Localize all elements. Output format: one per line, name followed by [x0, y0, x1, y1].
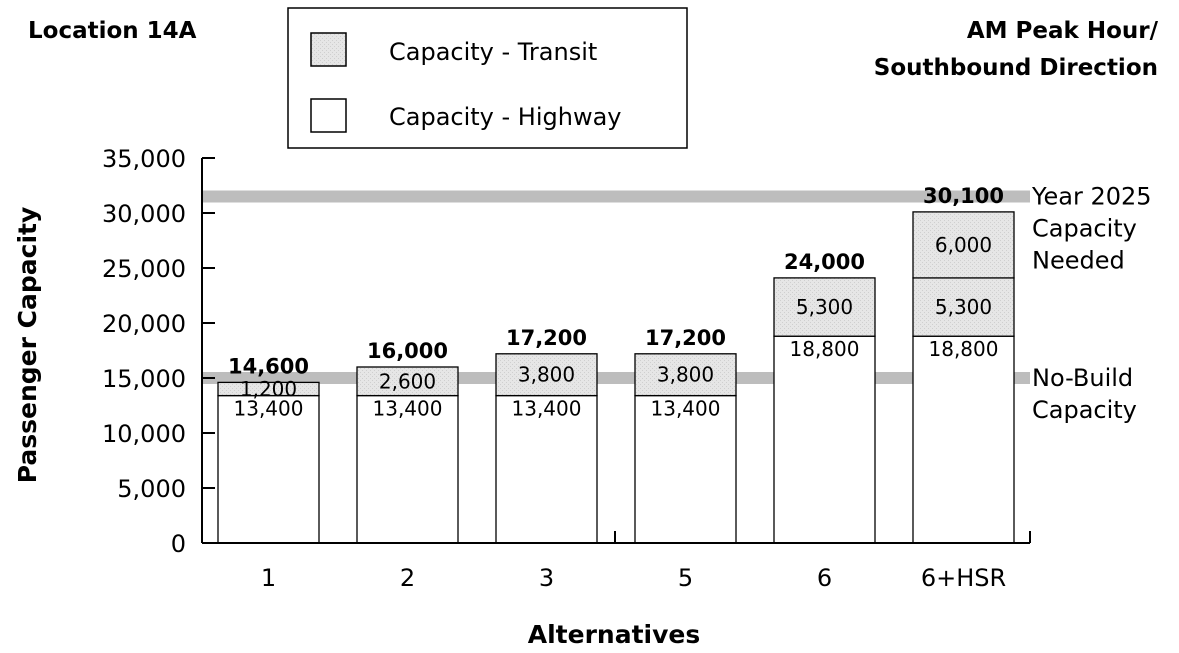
bar-5-segment-2-label: 6,000	[935, 233, 992, 257]
bar-2-segment-0-label: 13,400	[512, 397, 582, 421]
bar-3-total-label: 17,200	[645, 326, 726, 350]
bar-5-segment-0	[912, 335, 1015, 544]
bar-1-segment-1-label: 2,600	[379, 369, 436, 393]
bar-3-segment-0	[634, 394, 737, 544]
bar-5-segment-1	[912, 277, 1015, 337]
bar-5-segment-0-label: 18,800	[929, 337, 999, 361]
legend-label-transit: Capacity - Transit	[389, 38, 597, 66]
y-tick-label-5: 25,000	[102, 255, 186, 283]
y-axis-label: Passenger Capacity	[13, 207, 42, 484]
bar-4-total-label: 24,000	[784, 250, 865, 274]
segment-labels: 13,4001,20014,60013,4002,60016,00013,400…	[228, 184, 1004, 421]
y-tick-label-4: 20,000	[102, 310, 186, 338]
reference-band-0	[202, 190, 1030, 203]
bar-3-segment-0-label: 13,400	[651, 397, 721, 421]
bar-2-total-label: 17,200	[506, 326, 587, 350]
x-tick-label-0: 1	[261, 564, 276, 592]
reference-label-1-line-1: Capacity	[1032, 396, 1137, 424]
bar-0-segment-0	[217, 394, 320, 544]
legend-frame	[287, 7, 688, 149]
reference-label-1-line-0: No-Build	[1032, 364, 1133, 392]
reference-band-1	[202, 372, 1030, 384]
bar-0-segment-1	[217, 381, 320, 397]
bar-1-total-label: 16,000	[367, 339, 448, 363]
reference-label-0-line-1: Capacity	[1032, 215, 1137, 243]
legend: Capacity - Transit Capacity - Highway	[287, 7, 688, 149]
bar-1-segment-0	[356, 394, 459, 544]
bar-4-segment-1	[773, 277, 876, 337]
axes: 0 5,000 10,000 15,000 20,000 25,000 30,000 35,0…	[102, 145, 1031, 592]
x-tick-label-1: 2	[400, 564, 415, 592]
bar-4-segment-0-label: 18,800	[790, 337, 860, 361]
x-axis-label: Alternatives	[528, 620, 700, 649]
y-tick-label-0: 0	[171, 530, 186, 558]
bar-1-segment-0-label: 13,400	[373, 397, 443, 421]
bar-0-segment-0-label: 13,400	[234, 397, 304, 421]
legend-swatch-transit	[310, 32, 347, 67]
y-tick-label-6: 30,000	[102, 200, 186, 228]
legend-swatch-highway	[310, 98, 347, 133]
chart-title-period-line2: Southbound Direction	[874, 55, 1158, 81]
reference-label-0-line-0: Year 2025	[1031, 183, 1152, 211]
x-tick-label-2: 3	[539, 564, 554, 592]
bar-4-segment-0	[773, 335, 876, 544]
y-tick-label-7: 35,000	[102, 145, 186, 173]
chart-title-location: Location 14A	[28, 18, 197, 44]
bar-4-segment-1-label: 5,300	[796, 295, 853, 319]
bar-1-segment-1	[356, 366, 459, 397]
legend-label-highway: Capacity - Highway	[389, 103, 622, 131]
y-tick-label-1: 5,000	[117, 475, 186, 503]
chart-title-period-line1: AM Peak Hour/	[967, 18, 1159, 44]
x-tick-label-4: 6	[817, 564, 832, 592]
bar-5-total-label: 30,100	[923, 184, 1004, 208]
bar-5-segment-2	[912, 211, 1015, 279]
bar-0-segment-1-label: 1,200	[240, 377, 297, 401]
bar-2-segment-1	[495, 353, 598, 397]
reference-bands	[202, 190, 1030, 384]
reference-labels: Year 2025 Capacity Needed No-Build Capacity	[1031, 183, 1152, 425]
bar-3-segment-1-label: 3,800	[657, 363, 714, 387]
reference-label-0-line-2: Needed	[1032, 247, 1125, 275]
bar-2-segment-1-label: 3,800	[518, 363, 575, 387]
x-tick-label-5: 6+HSR	[921, 564, 1006, 592]
bar-0-total-label: 14,600	[228, 354, 309, 378]
bar-3-segment-1	[634, 353, 737, 397]
bars	[217, 211, 1015, 544]
y-tick-label-3: 15,000	[102, 365, 186, 393]
x-tick-label-3: 5	[678, 564, 693, 592]
bar-5-segment-1-label: 5,300	[935, 295, 992, 319]
y-tick-label-2: 10,000	[102, 420, 186, 448]
